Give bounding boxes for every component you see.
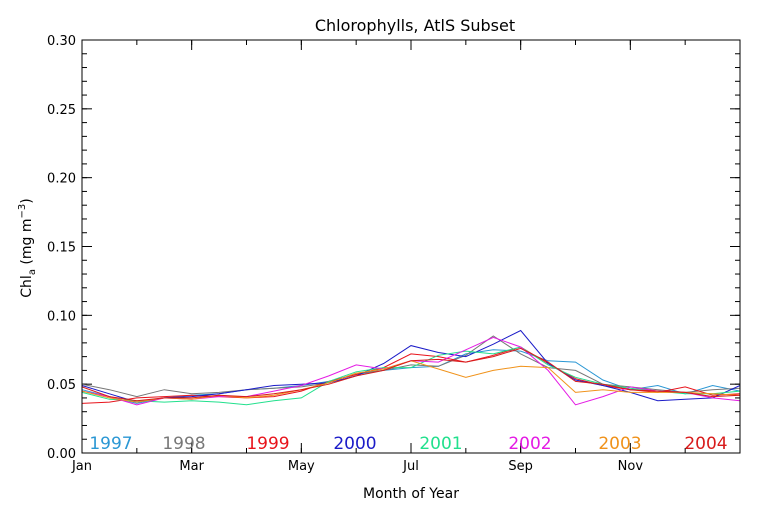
y-tick-label: 0.00 bbox=[47, 447, 76, 462]
y-axis-label-superscript: −3 bbox=[17, 204, 28, 219]
legend-entry-2004: 2004 bbox=[684, 434, 727, 454]
chart-title: Chlorophylls, AtlS Subset bbox=[315, 16, 515, 35]
legend-entry-2000: 2000 bbox=[333, 434, 376, 454]
y-tick-labels: 0.00 0.05 0.10 0.15 0.20 0.25 0.30 bbox=[47, 34, 76, 462]
plot-frame bbox=[81, 39, 741, 454]
x-tick-label: Sep bbox=[508, 459, 533, 474]
legend-entry-1997: 1997 bbox=[89, 434, 132, 454]
series-line-2001 bbox=[81, 346, 741, 406]
x-tick-label: May bbox=[288, 459, 315, 474]
y-axis-label: Chla (mg m−3) bbox=[17, 198, 38, 297]
plot-area bbox=[81, 39, 741, 454]
y-axis-label-subscript: a bbox=[27, 269, 38, 275]
series-line-1999 bbox=[81, 346, 741, 404]
series-line-2000 bbox=[81, 329, 741, 403]
x-axis-label: Month of Year bbox=[363, 486, 459, 502]
legend: 1997 1998 1999 2000 2001 2002 2003 2004 bbox=[89, 434, 727, 454]
legend-entry-2002: 2002 bbox=[508, 434, 551, 454]
series-line-2002 bbox=[81, 336, 741, 406]
y-tick-label: 0.05 bbox=[47, 378, 76, 393]
legend-entry-1999: 1999 bbox=[246, 434, 289, 454]
series-lines bbox=[81, 329, 741, 406]
x-tick-label: Mar bbox=[179, 459, 204, 474]
y-tick-label: 0.10 bbox=[47, 309, 76, 324]
y-axis-label-unit-close: ) bbox=[19, 198, 35, 203]
y-axis-label-main: Chl bbox=[19, 275, 35, 298]
y-tick-label: 0.30 bbox=[47, 34, 76, 49]
x-tick-label: Jul bbox=[402, 459, 419, 474]
y-axis-label-unit: (mg m bbox=[19, 219, 35, 270]
x-tick-labels: Jan Mar May Jul Sep Nov bbox=[71, 459, 643, 474]
legend-entry-1998: 1998 bbox=[162, 434, 205, 454]
y-tick-label: 0.15 bbox=[47, 241, 76, 256]
y-tick-label: 0.25 bbox=[47, 103, 76, 118]
x-tick-label: Jan bbox=[71, 459, 92, 474]
y-tick-label: 0.20 bbox=[47, 172, 76, 187]
legend-entry-2001: 2001 bbox=[419, 434, 462, 454]
series-line-2004 bbox=[81, 347, 741, 402]
x-tick-label: Nov bbox=[618, 459, 644, 474]
legend-entry-2003: 2003 bbox=[598, 434, 641, 454]
